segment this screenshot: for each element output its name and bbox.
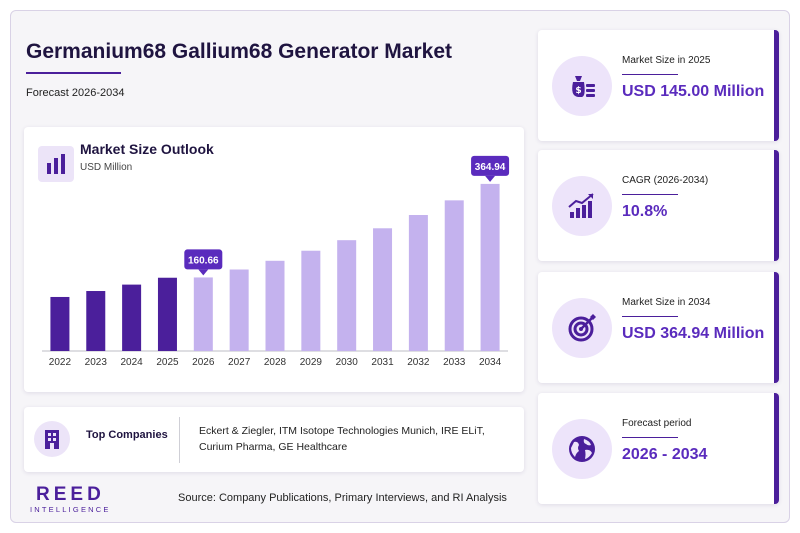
page-title: Germanium68 Gallium68 Generator Market bbox=[26, 40, 452, 63]
growth-chart-icon bbox=[552, 176, 612, 236]
stat-value: USD 364.94 Million bbox=[622, 325, 765, 342]
stat-label: Market Size in 2034 bbox=[622, 297, 711, 308]
brand-logo: REED bbox=[36, 484, 105, 505]
data-label-box bbox=[184, 249, 223, 270]
stat-divider bbox=[622, 437, 678, 438]
bar-2029 bbox=[301, 250, 321, 351]
data-label-pointer bbox=[485, 175, 496, 182]
data-label-text: 364.94 bbox=[475, 162, 506, 173]
bar-2031 bbox=[373, 228, 393, 351]
title-underline bbox=[26, 72, 121, 74]
page-subtitle: Forecast 2026-2034 bbox=[26, 87, 125, 99]
data-label-2026: 160.66 bbox=[184, 249, 223, 276]
bar-2032 bbox=[408, 215, 428, 351]
x-tick-label: 2028 bbox=[264, 357, 287, 368]
bar-2024 bbox=[122, 284, 142, 351]
x-tick-label: 2022 bbox=[49, 357, 72, 368]
x-tick-label: 2023 bbox=[85, 357, 108, 368]
chart-card: Market Size Outlook USD Million 2022 2023… bbox=[24, 127, 524, 392]
stat-label: CAGR (2026-2034) bbox=[622, 175, 709, 186]
bar-2027 bbox=[229, 269, 249, 351]
bar-chart: 2022 2023 2024 2025 2026 2027 2028 2029 2030 2031… bbox=[42, 155, 510, 368]
stat-divider bbox=[622, 194, 678, 195]
chart-title: Market Size Outlook bbox=[80, 141, 214, 157]
stat-card-market-2025: $ Market Size in 2025 USD 145.00 Million bbox=[538, 30, 779, 141]
x-tick-label: 2026 bbox=[192, 357, 215, 368]
bar-2025 bbox=[157, 277, 177, 351]
svg-text:$: $ bbox=[575, 86, 581, 96]
stat-value: USD 145.00 Million bbox=[622, 83, 765, 100]
stat-label: Forecast period bbox=[622, 418, 692, 429]
data-label-box bbox=[471, 155, 510, 176]
bar-2022 bbox=[50, 296, 70, 351]
top-companies-list: Eckert & Ziegler, ITM Isotope Technologi… bbox=[199, 425, 485, 453]
x-tick-label: 2024 bbox=[120, 357, 143, 368]
data-label-pointer bbox=[198, 269, 209, 276]
stat-card-forecast-period: Forecast period 2026 - 2034 bbox=[538, 393, 779, 504]
stat-card-market-2034: Market Size in 2034 USD 364.94 Million bbox=[538, 272, 779, 383]
stat-card-cagr: CAGR (2026-2034) 10.8% bbox=[538, 150, 779, 261]
money-bag-icon: $ bbox=[552, 56, 612, 116]
bar-2023 bbox=[86, 291, 106, 351]
stat-divider bbox=[622, 74, 678, 75]
bar-chart-icon bbox=[38, 146, 74, 182]
bar-2030 bbox=[337, 240, 357, 351]
top-companies-label: Top Companies bbox=[86, 429, 168, 441]
bar-2028 bbox=[265, 260, 285, 351]
stat-value: 10.8% bbox=[622, 203, 668, 220]
top-companies-card: Top Companies Eckert & Ziegler, ITM Isot… bbox=[24, 407, 524, 472]
brand-logo-subtitle: INTELLIGENCE bbox=[30, 505, 111, 514]
building-icon bbox=[34, 421, 70, 457]
x-tick-label: 2030 bbox=[336, 357, 359, 368]
chart-unit: USD Million bbox=[80, 162, 133, 173]
x-tick-label: 2025 bbox=[156, 357, 179, 368]
source-note: Source: Company Publications, Primary In… bbox=[178, 492, 507, 504]
bar-2026 bbox=[193, 277, 213, 351]
x-tick-label: 2033 bbox=[443, 357, 466, 368]
stat-value: 2026 - 2034 bbox=[622, 446, 708, 463]
data-label-text: 160.66 bbox=[188, 255, 219, 266]
bar-2033 bbox=[444, 200, 464, 351]
globe-icon bbox=[552, 419, 612, 479]
x-tick-label: 2027 bbox=[228, 357, 251, 368]
stat-divider bbox=[622, 316, 678, 317]
divider bbox=[179, 417, 180, 463]
stat-label: Market Size in 2025 bbox=[622, 55, 711, 66]
x-tick-label: 2034 bbox=[479, 357, 502, 368]
target-icon bbox=[552, 298, 612, 358]
data-label-2034: 364.94 bbox=[471, 155, 510, 182]
x-tick-label: 2032 bbox=[407, 357, 430, 368]
x-tick-label: 2029 bbox=[300, 357, 323, 368]
bar-2034 bbox=[480, 183, 500, 351]
x-tick-label: 2031 bbox=[371, 357, 394, 368]
